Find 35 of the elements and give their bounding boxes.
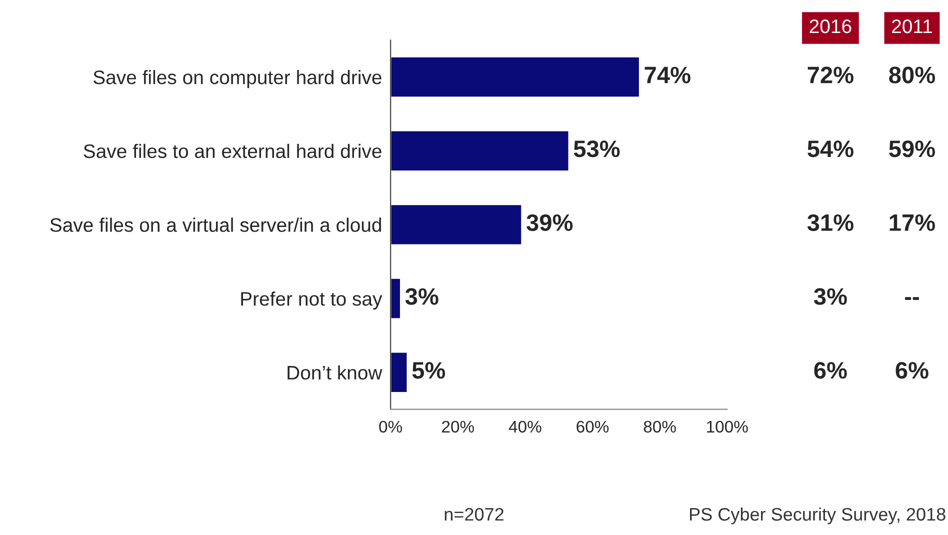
bar	[390, 351, 408, 394]
data-label: 74%	[644, 66, 690, 84]
text: n=2072	[444, 508, 504, 521]
y-tick-label: Prefer not to say	[241, 292, 382, 310]
x-tick-label: 100%	[707, 420, 748, 433]
y-tick-label: Don’t know	[288, 365, 382, 380]
x-tick-label: 40%	[508, 420, 542, 433]
text: --	[905, 297, 919, 300]
text: 6%	[896, 362, 928, 379]
text: 80%	[889, 66, 935, 84]
bar	[390, 204, 523, 246]
x-tick-label: 60%	[576, 420, 609, 433]
data-label: 39%	[526, 214, 573, 232]
x-tick-label: 80%	[644, 420, 676, 433]
text: 17%	[890, 214, 935, 231]
bar	[390, 130, 570, 172]
x-tick-label: 20%	[442, 420, 474, 433]
bar	[390, 278, 402, 320]
y-tick-label: Save files on computer hard drive	[93, 70, 382, 88]
bar	[390, 56, 640, 98]
data-label: 3%	[405, 288, 438, 305]
text: 31%	[807, 214, 854, 232]
text: 2011	[892, 19, 932, 34]
text: 2016	[810, 19, 852, 34]
text: 3%	[814, 288, 847, 305]
y-tick-label: Save files on a virtual server/in a cloud	[50, 218, 382, 232]
text: 72%	[808, 66, 854, 84]
y-tick-label: Save files to an external hard drive	[84, 144, 382, 158]
text: 59%	[889, 140, 935, 158]
data-label: 53%	[574, 140, 620, 158]
text: 6%	[814, 362, 847, 379]
text: PS Cyber Security Survey, 2018	[690, 507, 946, 524]
x-tick-label: 0%	[379, 420, 402, 433]
text: 54%	[808, 140, 854, 158]
data-label: 5%	[412, 362, 446, 379]
